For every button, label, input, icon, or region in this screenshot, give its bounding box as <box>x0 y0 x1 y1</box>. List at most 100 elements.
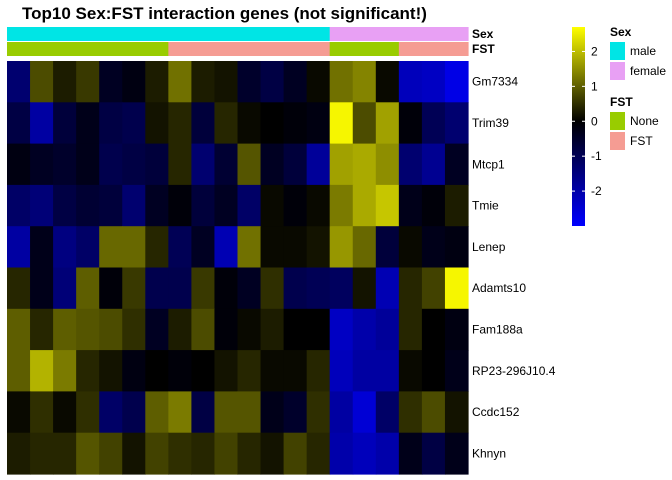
heatmap-cell <box>122 61 146 103</box>
heatmap-cell <box>237 61 262 103</box>
heatmap-cell <box>168 143 192 186</box>
annotation-cell <box>99 42 123 56</box>
heatmap-cell <box>191 350 216 392</box>
heatmap-cell <box>283 61 308 103</box>
annotation-cell <box>421 42 446 56</box>
heatmap-cell <box>329 226 354 269</box>
heatmap-cell <box>306 61 331 103</box>
heatmap-cell <box>421 350 446 392</box>
row-label: Khnyn <box>472 446 506 460</box>
row-label: Ccdc152 <box>472 405 520 419</box>
annotation-bars <box>7 27 469 56</box>
heatmap-cell <box>30 432 54 475</box>
row-label: Adamts10 <box>472 281 526 295</box>
color-scale-tick-label: 0 <box>591 114 598 128</box>
heatmap-cell <box>191 61 216 103</box>
annotation-cell <box>421 27 446 41</box>
heatmap-cell <box>260 432 285 475</box>
annotation-cell <box>375 27 400 41</box>
annotation-cell <box>260 27 285 41</box>
heatmap-cell <box>329 61 354 103</box>
heatmap-cell <box>214 391 239 434</box>
annotation-cell <box>352 42 377 56</box>
heatmap-cell <box>122 184 146 227</box>
annotation-cell <box>444 42 469 56</box>
annotation-cell <box>145 42 169 56</box>
heatmap-cell <box>7 432 31 475</box>
heatmap-cell <box>145 350 169 392</box>
heatmap-cell <box>283 267 308 310</box>
heatmap-cell <box>30 102 54 145</box>
heatmap-cell <box>122 391 146 434</box>
heatmap-cell <box>7 226 31 269</box>
heatmap-cell <box>99 143 123 186</box>
heatmap-cell <box>214 308 239 351</box>
heatmap-cell <box>122 226 146 269</box>
annotation-cell <box>214 27 239 41</box>
legend-swatch <box>610 132 625 150</box>
heatmap-cell <box>168 226 192 269</box>
heatmap-cell <box>260 350 285 392</box>
heatmap-cell <box>53 267 77 310</box>
heatmap-cell <box>237 143 262 186</box>
heatmap-cell <box>76 61 100 103</box>
heatmap-cell <box>444 61 469 103</box>
heatmap-cell <box>53 102 77 145</box>
row-label: Fam188a <box>472 322 523 336</box>
heatmap-cell <box>53 350 77 392</box>
heatmap-cell <box>99 308 123 351</box>
heatmap-cell <box>237 432 262 475</box>
heatmap-cell <box>191 226 216 269</box>
annotation-cell <box>237 42 262 56</box>
heatmap-cell <box>375 267 400 310</box>
heatmap-cell <box>283 308 308 351</box>
heatmap-cell <box>260 308 285 351</box>
annotation-cell <box>444 27 469 41</box>
heatmap-cell <box>30 226 54 269</box>
heatmap-cell <box>214 350 239 392</box>
heatmap-cell <box>214 432 239 475</box>
heatmap-cell <box>99 432 123 475</box>
heatmap-cell <box>444 391 469 434</box>
heatmap-cell <box>76 143 100 186</box>
heatmap-cell <box>421 267 446 310</box>
heatmap-cell <box>352 226 377 269</box>
color-scale-tick-label: 1 <box>591 79 598 93</box>
legend-label: None <box>630 114 659 128</box>
heatmap-cell <box>260 184 285 227</box>
annotation-label: Sex <box>472 27 494 41</box>
row-labels: Gm7334 Trim39 Mtcp1 Tmie Lenep Adamts10 Fam188… <box>472 75 556 461</box>
annotation-cell <box>191 42 216 56</box>
heatmap-cell <box>283 226 308 269</box>
heatmap-cell <box>444 226 469 269</box>
heatmap-cell <box>352 308 377 351</box>
heatmap-cell <box>421 432 446 475</box>
heatmap-cell <box>260 226 285 269</box>
heatmap-cell <box>99 184 123 227</box>
heatmap-cell <box>53 391 77 434</box>
heatmap-cell <box>53 61 77 103</box>
heatmap-cell <box>30 61 54 103</box>
annotation-cell <box>283 42 308 56</box>
heatmap-cell <box>99 226 123 269</box>
heatmap-cell <box>375 391 400 434</box>
heatmap-cell <box>53 143 77 186</box>
heatmap-cell <box>421 308 446 351</box>
heatmap-cell <box>444 184 469 227</box>
heatmap-cell <box>375 350 400 392</box>
annotation-cell <box>7 42 31 56</box>
annotation-cell <box>306 27 331 41</box>
heatmap-cell <box>145 432 169 475</box>
heatmap-cell <box>306 391 331 434</box>
heatmap-cell <box>352 61 377 103</box>
heatmap-cell <box>398 61 423 103</box>
color-scale-tick-label: -2 <box>591 184 602 198</box>
heatmap-cell <box>237 226 262 269</box>
row-label: Trim39 <box>472 116 509 130</box>
heatmap-cell <box>329 350 354 392</box>
heatmap-cell <box>76 391 100 434</box>
heatmap-cell <box>306 267 331 310</box>
annotation-cell <box>30 27 54 41</box>
